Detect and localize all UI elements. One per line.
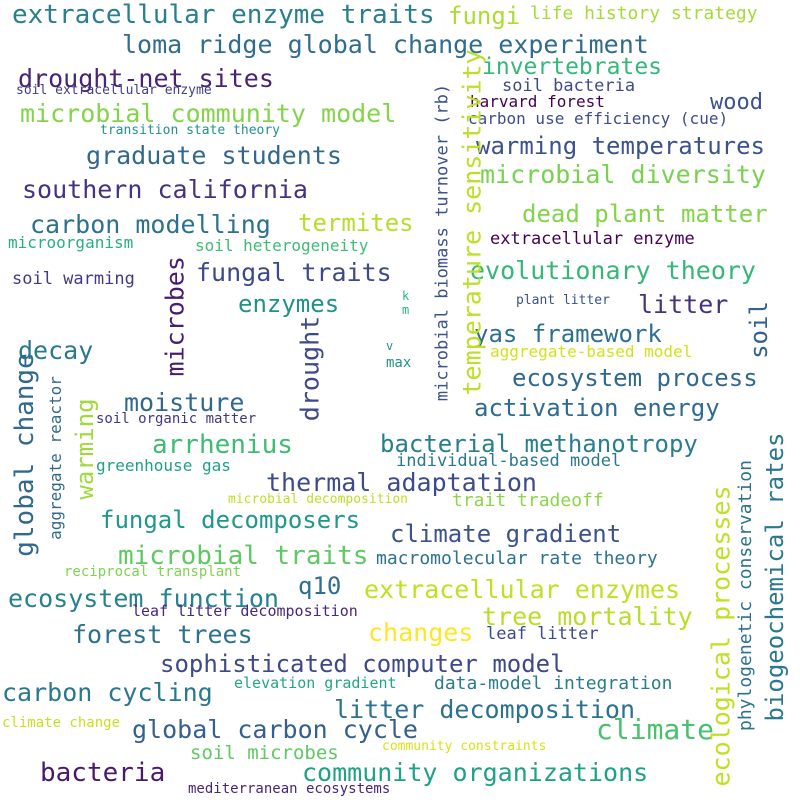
word: leaf litter decomposition xyxy=(132,602,358,620)
word: moisture xyxy=(124,388,245,417)
word: life history strategy xyxy=(530,3,758,24)
word: fungi xyxy=(448,2,521,30)
word: wood xyxy=(710,90,763,115)
word: litter xyxy=(638,290,729,319)
word: extracellular enzymes xyxy=(364,575,681,604)
word: community organizations xyxy=(302,758,649,787)
word: dead plant matter xyxy=(522,200,768,228)
word: macromolecular rate theory xyxy=(376,548,658,569)
word: ecosystem process xyxy=(512,364,758,392)
word: soil organic matter xyxy=(96,411,257,427)
word: leaf litter xyxy=(486,624,599,644)
word: thermal adaptation xyxy=(266,468,537,497)
word: soil warming xyxy=(12,269,135,289)
word: microbial community model xyxy=(20,99,397,128)
word: plant litter xyxy=(516,293,610,308)
word: carbon modelling xyxy=(30,210,271,239)
vertical-word: microbial biomass turnover (rb) xyxy=(432,83,453,402)
word: microbial decomposition xyxy=(228,492,409,507)
word: v xyxy=(386,339,394,353)
word: microbial traits xyxy=(118,541,369,571)
word: litter decomposition xyxy=(334,695,636,724)
vertical-word: aggregate reactor xyxy=(46,376,65,540)
word: microbial diversity xyxy=(480,160,766,189)
word: individual-based model xyxy=(396,451,622,471)
word: trait tradeoff xyxy=(452,490,604,511)
word: soil bacteria xyxy=(502,76,636,96)
word: termites xyxy=(298,209,414,237)
word: elevation gradient xyxy=(234,674,397,692)
word: evolutionary theory xyxy=(470,256,756,285)
word: tree mortality xyxy=(482,602,693,631)
word: soil extracellular enzyme xyxy=(16,83,212,98)
word: soil heterogeneity xyxy=(195,236,369,255)
vertical-word: microbes xyxy=(160,256,190,377)
word: bacterial methanotropy xyxy=(380,430,698,458)
vertical-word: soil xyxy=(745,301,773,359)
word: ecosystem function xyxy=(8,584,279,613)
word: data-model integration xyxy=(434,673,673,694)
word: soil microbes xyxy=(190,742,339,764)
word: warming temperatures xyxy=(476,132,765,160)
word: harvard forest xyxy=(470,92,605,111)
word: transition state theory xyxy=(100,123,281,138)
vertical-word: temperature sensitivity xyxy=(457,49,487,396)
word: enzymes xyxy=(238,290,340,318)
word: loma ridge global change experiment xyxy=(122,30,649,59)
vertical-word: biogeochemical rates xyxy=(761,432,789,722)
word: extracellular enzyme traits xyxy=(12,0,435,30)
word: southern california xyxy=(22,175,308,204)
word: reciprocal transplant xyxy=(64,564,242,580)
word: microorganism xyxy=(8,233,134,252)
word: carbon cycling xyxy=(2,678,213,707)
word: extracellular enzyme xyxy=(490,229,695,249)
word: max xyxy=(386,355,412,371)
word: activation energy xyxy=(474,394,720,422)
word: invertebrates xyxy=(482,54,663,80)
word: climate change xyxy=(2,715,121,731)
word: k xyxy=(402,289,410,303)
word: changes xyxy=(368,618,474,647)
vertical-word: global change xyxy=(10,353,40,557)
word: yas framework xyxy=(474,320,662,348)
word: fungal decomposers xyxy=(100,506,361,534)
vertical-word: ecological processes xyxy=(706,485,736,787)
word: climate gradient xyxy=(390,520,622,548)
word: community constraints xyxy=(382,739,547,754)
word: forest trees xyxy=(72,620,253,649)
word: global carbon cycle xyxy=(132,715,418,744)
word: greenhouse gas xyxy=(96,456,231,475)
word: q10 xyxy=(298,572,342,600)
vertical-word: drought xyxy=(295,315,325,422)
vertical-word: phylogenetic conservation xyxy=(735,460,756,731)
vertical-word: warming xyxy=(71,398,99,500)
word: decay xyxy=(18,336,94,365)
word: graduate students xyxy=(86,141,342,170)
word: climate xyxy=(596,713,715,746)
word: m xyxy=(402,303,410,317)
word: bacteria xyxy=(40,758,166,788)
word: mediterranean ecosystems xyxy=(188,781,391,797)
word: aggregate-based model xyxy=(490,342,693,361)
word: carbon use efficiency (cue) xyxy=(468,109,729,128)
word: sophisticated computer model xyxy=(160,650,565,678)
word: fungal traits xyxy=(196,258,392,287)
word: drought-net sites xyxy=(18,64,274,93)
word: arrhenius xyxy=(152,430,293,460)
